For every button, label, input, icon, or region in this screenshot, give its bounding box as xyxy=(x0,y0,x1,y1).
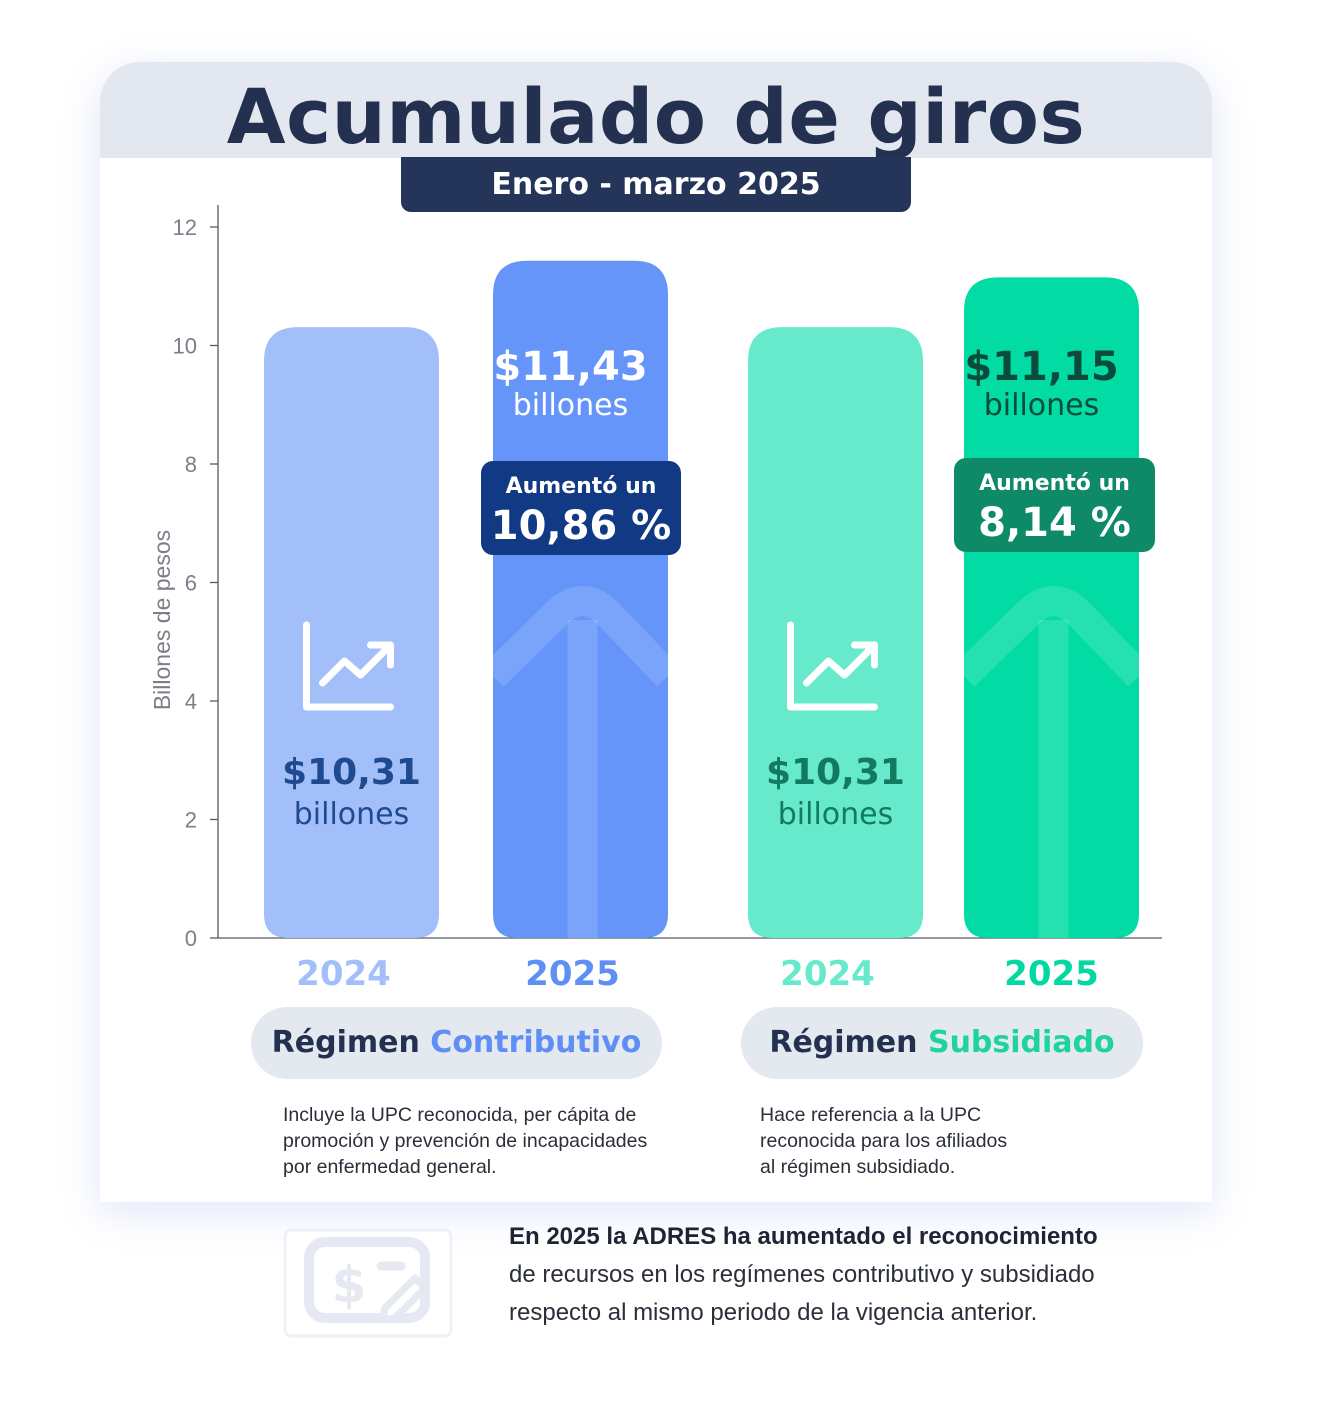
trend-line-icon-part xyxy=(803,643,876,687)
bar-2024-2 xyxy=(748,327,923,938)
trend-arrowhead-icon-part xyxy=(851,641,878,669)
regime-subsidiado-pill: Régimen Subsidiado xyxy=(741,1007,1143,1079)
bar-2025-1 xyxy=(493,260,668,939)
chart-trend-up-icon xyxy=(303,621,394,711)
period-label: Enero - marzo 2025 xyxy=(401,157,911,212)
x-tick-label: 2024 xyxy=(780,954,875,994)
bar-unit-label: billones xyxy=(513,388,629,423)
increase-badge-caption: Aumentó un xyxy=(979,471,1130,496)
footer-rest: de recursos en los regímenes contributiv… xyxy=(509,1261,1095,1326)
bar-value-label: $11,15 xyxy=(964,344,1118,390)
bar-unit-label: billones xyxy=(984,388,1100,423)
bar-chart: 0 2 4 6 8 10 12 Billones de pesos $10,31 billones… xyxy=(149,205,1162,994)
y-tick-label: 12 xyxy=(173,215,197,240)
trend-arrowhead-icon-part xyxy=(367,641,394,669)
bar-value-label: $10,31 xyxy=(766,752,905,793)
bar-unit-label: billones xyxy=(778,797,894,832)
regime-name: Subsidiado xyxy=(927,1025,1115,1060)
increase-badge-percent: 10,86 % xyxy=(491,503,672,549)
increase-badge xyxy=(481,461,681,555)
y-tick-label: 4 xyxy=(185,689,197,714)
chart-trend-up-icon xyxy=(787,621,878,711)
regime-name: Contributivo xyxy=(430,1025,642,1060)
arrow-head-decoration xyxy=(482,586,679,687)
x-tick-label: 2025 xyxy=(525,954,620,994)
increase-badge xyxy=(954,458,1155,552)
svg-text:$: $ xyxy=(332,1256,367,1314)
regime-prefix: Régimen xyxy=(271,1025,420,1060)
bar-2024-0 xyxy=(264,327,439,938)
bar-value-label: $10,31 xyxy=(282,752,421,793)
bar-unit-label: billones xyxy=(294,797,410,832)
y-tick-label: 6 xyxy=(185,571,197,596)
regime-prefix: Régimen xyxy=(769,1025,918,1060)
x-tick-label: 2025 xyxy=(1004,954,1099,994)
footer-bold: En 2025 la ADRES ha aumentado el reconoc… xyxy=(509,1223,1098,1250)
trend-line-icon-part xyxy=(319,643,392,687)
regime-contributivo-pill: Régimen Contributivo xyxy=(251,1007,662,1079)
note-subsidiado: Hace referencia a la UPC reconocida para… xyxy=(760,1104,1008,1178)
footer-text: En 2025 la ADRES ha aumentado el reconoc… xyxy=(509,1218,1149,1332)
y-axis-label: Billones de pesos xyxy=(149,530,175,710)
card-header xyxy=(100,62,1212,158)
page-title: Acumulado de giros xyxy=(226,72,1086,161)
y-tick-label: 8 xyxy=(185,452,197,477)
money-edit-icon: $ xyxy=(283,1228,453,1338)
bar-2025-3 xyxy=(964,277,1139,938)
x-tick-label: 2024 xyxy=(296,954,391,994)
increase-badge-percent: 8,14 % xyxy=(978,500,1131,546)
arrow-head-decoration xyxy=(953,586,1150,687)
y-tick-label: 2 xyxy=(185,808,197,833)
y-tick-label: 10 xyxy=(173,334,197,359)
y-tick-label: 0 xyxy=(185,926,197,951)
increase-badge-caption: Aumentó un xyxy=(506,474,657,499)
note-contributivo: Incluye la UPC reconocida, per cápita de… xyxy=(283,1104,648,1178)
bar-value-label: $11,43 xyxy=(493,344,647,390)
